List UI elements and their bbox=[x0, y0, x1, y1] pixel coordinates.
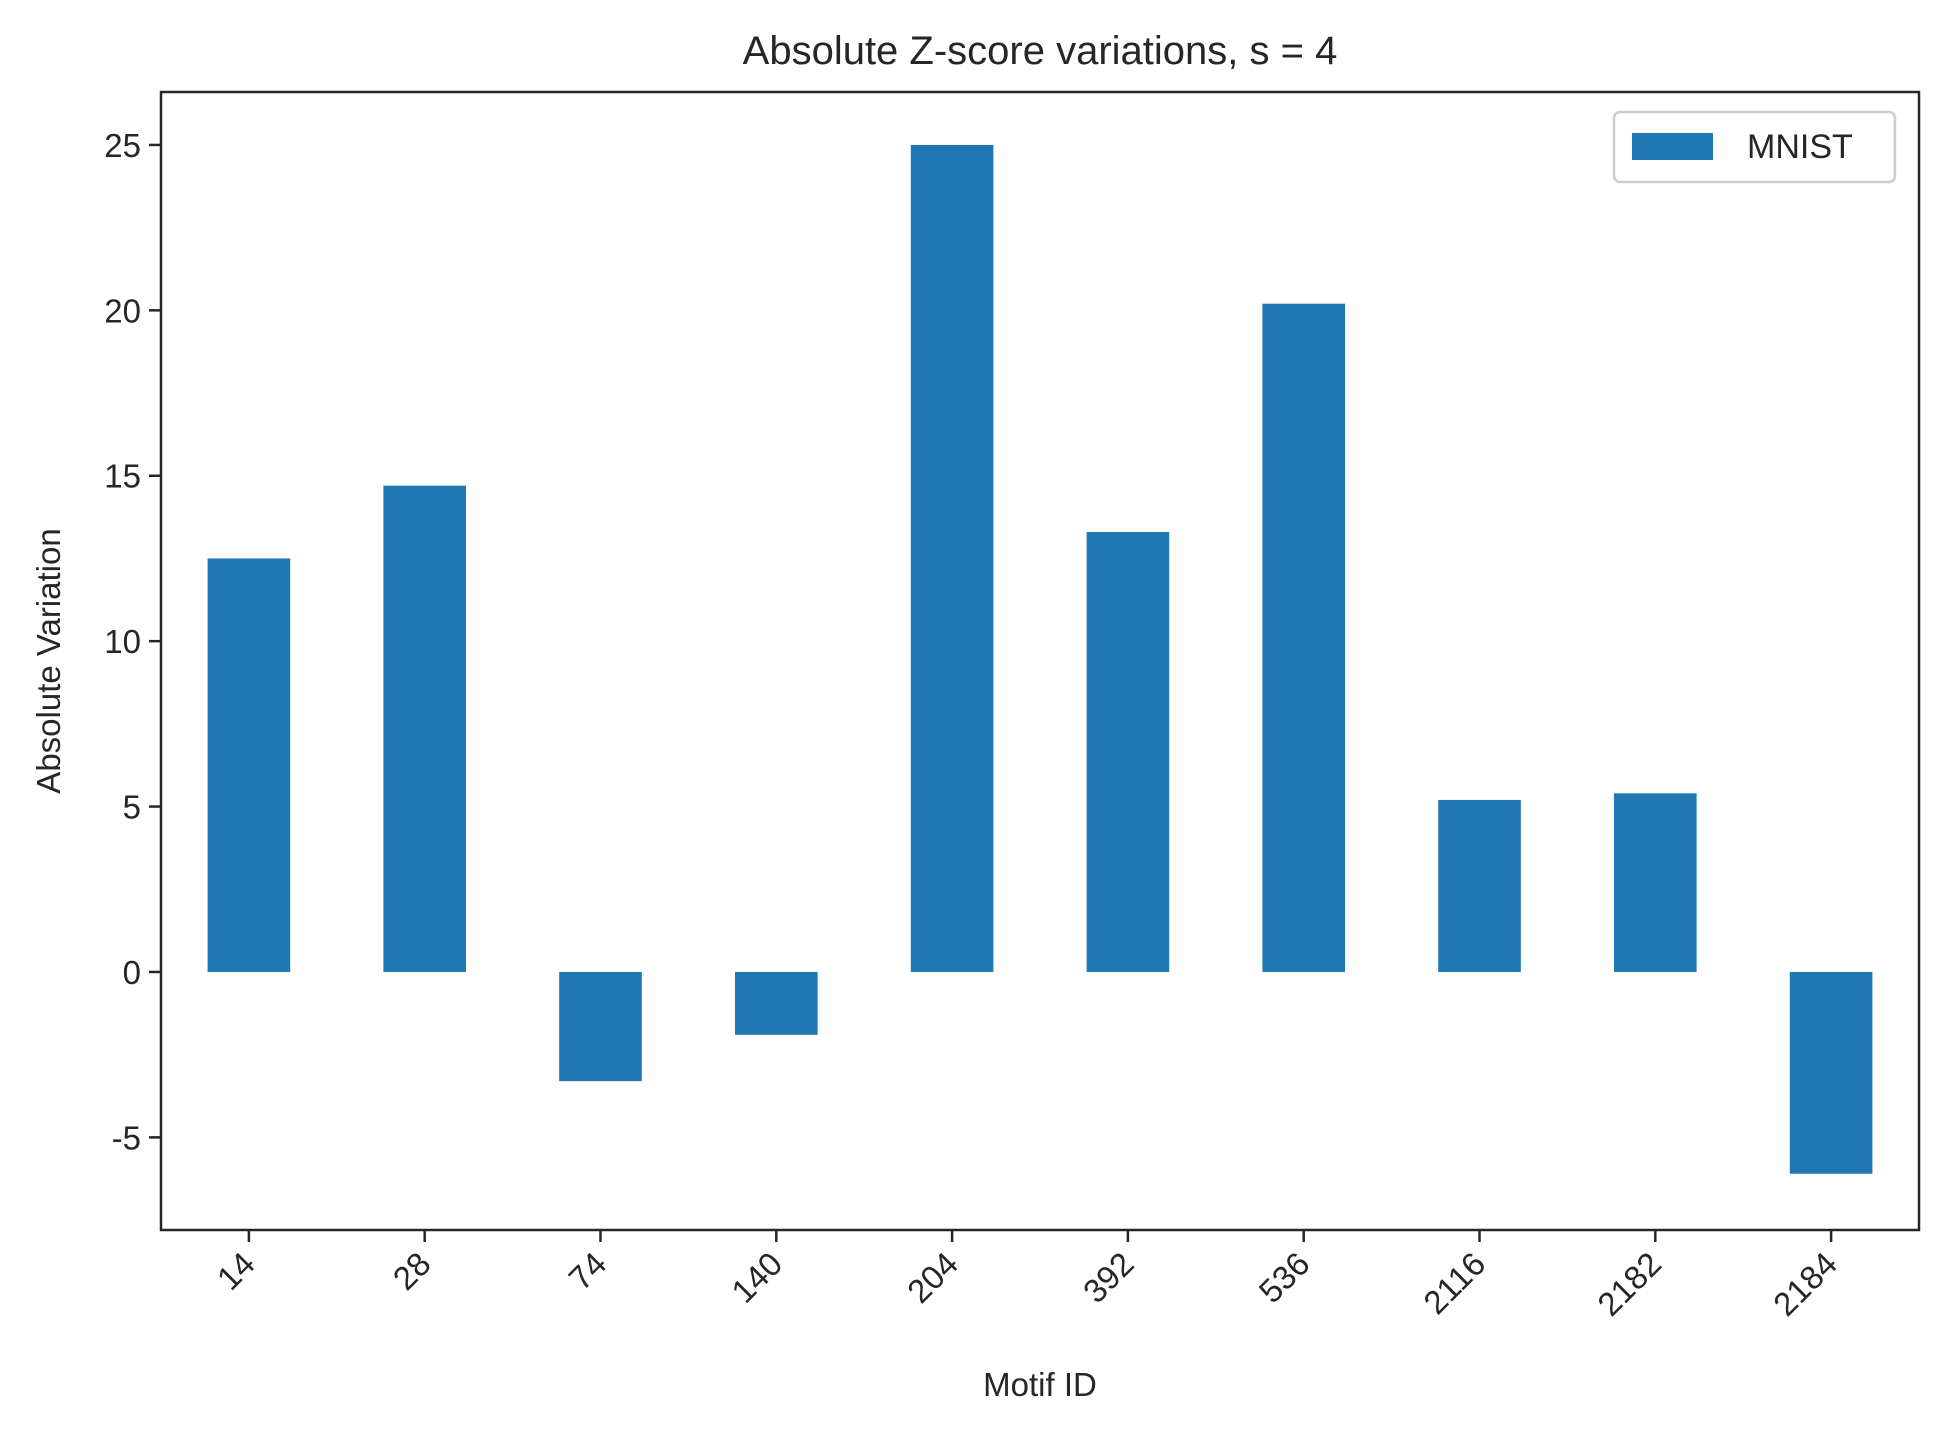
plot-frame bbox=[159, 90, 1921, 1232]
legend-label: MNIST bbox=[1747, 128, 1853, 166]
y-tick-label: 15 bbox=[104, 458, 141, 495]
y-axis-label: Absolute Variation bbox=[30, 528, 67, 793]
y-tick-label: 5 bbox=[123, 789, 141, 826]
y-tick-label: 20 bbox=[104, 292, 141, 329]
legend-box bbox=[1612, 110, 1897, 184]
legend: MNIST bbox=[1612, 110, 1897, 184]
bar-2184 bbox=[1789, 971, 1873, 1174]
y-tick-label: 10 bbox=[104, 623, 141, 660]
bars-layer bbox=[207, 144, 1873, 1174]
bar-2182 bbox=[1613, 793, 1697, 972]
bar-204 bbox=[910, 144, 994, 972]
y-tick-label: -5 bbox=[112, 1119, 141, 1156]
bar-74 bbox=[559, 971, 642, 1082]
y-tick-label: 0 bbox=[123, 954, 141, 991]
bar-28 bbox=[383, 485, 467, 972]
bar-140 bbox=[734, 971, 818, 1035]
bar-536 bbox=[1262, 303, 1346, 972]
bar-2116 bbox=[1438, 799, 1521, 972]
bar-14 bbox=[207, 558, 291, 972]
legend-swatch bbox=[1632, 133, 1713, 160]
x-axis-label: Motif ID bbox=[983, 1366, 1097, 1403]
y-axis-ticks: -5 0 5 10 15 20 25 bbox=[104, 127, 161, 1156]
y-tick-label: 25 bbox=[104, 127, 141, 164]
chart-title: Absolute Z-score variations, s = 4 bbox=[743, 29, 1338, 73]
bar-392 bbox=[1086, 531, 1170, 972]
